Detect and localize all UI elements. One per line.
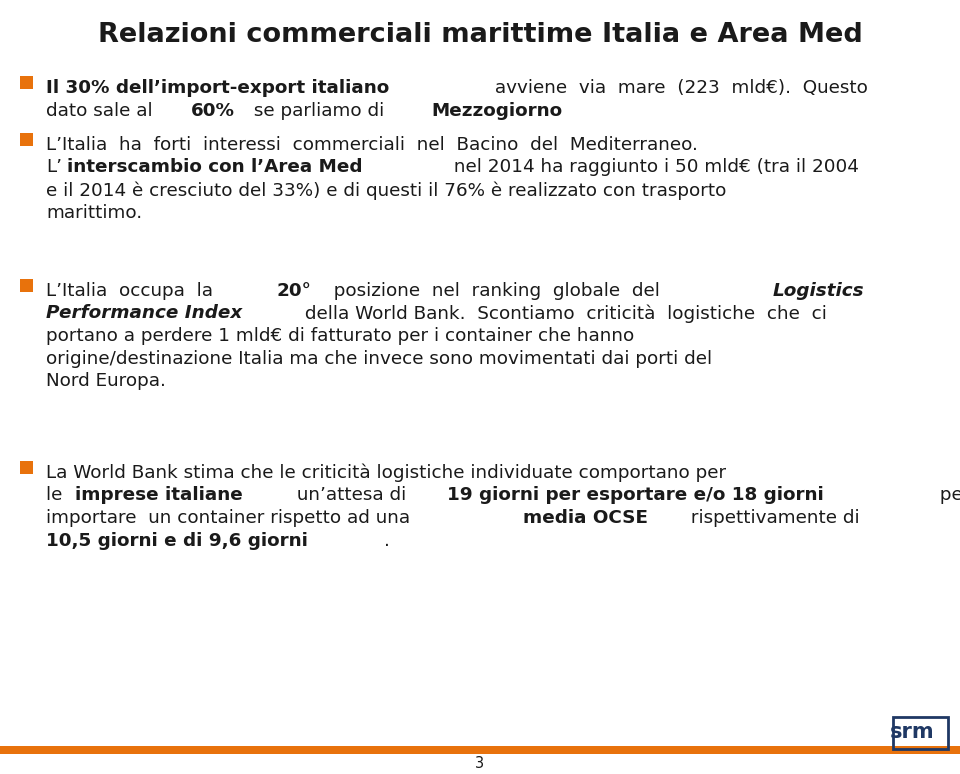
Bar [893,717,948,749]
Text: portano a perdere 1 mld€ di fatturato per i container che hanno: portano a perdere 1 mld€ di fatturato pe… [46,327,635,345]
Text: avviene  via  mare  (223  mld€).  Questo: avviene via mare (223 mld€). Questo [489,79,868,97]
Text: La World Bank stima che le criticità logistiche individuate comportano per: La World Bank stima che le criticità log… [46,464,726,482]
Text: 3: 3 [475,756,485,772]
Bar [20,133,33,146]
Text: dato sale al: dato sale al [46,101,158,119]
Text: 20°: 20° [276,282,312,300]
Text: interscambio con l’Area Med: interscambio con l’Area Med [66,159,362,176]
Text: un’attesa di: un’attesa di [291,487,412,505]
Text: L’: L’ [46,159,62,176]
Bar [20,279,33,292]
Text: 19 giorni per esportare e/o 18 giorni: 19 giorni per esportare e/o 18 giorni [447,487,825,505]
Text: 10,5 giorni e di 9,6 giorni: 10,5 giorni e di 9,6 giorni [46,532,308,550]
Text: importare  un container rispetto ad una: importare un container rispetto ad una [46,509,416,527]
Text: Performance Index: Performance Index [46,304,242,323]
Text: L’Italia  ha  forti  interessi  commerciali  nel  Bacino  del  Mediterraneo.: L’Italia ha forti interessi commerciali … [46,136,698,154]
Text: origine/destinazione Italia ma che invece sono movimentati dai porti del: origine/destinazione Italia ma che invec… [46,350,712,368]
Text: srm: srm [890,722,934,742]
Text: Il 30% dell’import-export italiano: Il 30% dell’import-export italiano [46,79,389,97]
Text: L’Italia  occupa  la: L’Italia occupa la [46,282,225,300]
Text: e il 2014 è cresciuto del 33%) e di questi il 76% è realizzato con trasporto: e il 2014 è cresciuto del 33%) e di ques… [46,181,727,200]
Text: 60%: 60% [191,101,235,119]
Bar [20,461,33,474]
Text: Logistics: Logistics [773,282,864,300]
Text: media OCSE: media OCSE [523,509,648,527]
Bar [20,76,33,89]
Bar [0,746,960,754]
Text: della World Bank.  Scontiamo  criticità  logistiche  che  ci: della World Bank. Scontiamo criticità lo… [300,304,828,323]
Text: Nord Europa.: Nord Europa. [46,372,166,390]
Text: nel 2014 ha raggiunto i 50 mld€ (tra il 2004: nel 2014 ha raggiunto i 50 mld€ (tra il … [448,159,859,176]
Text: .: . [384,532,390,550]
Text: marittimo.: marittimo. [46,204,142,221]
Text: Relazioni commerciali marittime Italia e Area Med: Relazioni commerciali marittime Italia e… [98,22,862,48]
Text: rispettivamente di: rispettivamente di [684,509,859,527]
Text: le: le [46,487,68,505]
Text: posizione  nel  ranking  globale  del: posizione nel ranking globale del [322,282,671,300]
Text: se parliamo di: se parliamo di [248,101,390,119]
Text: Mezzogiorno: Mezzogiorno [431,101,563,119]
Text: imprese italiane: imprese italiane [75,487,243,505]
Text: per: per [933,487,960,505]
